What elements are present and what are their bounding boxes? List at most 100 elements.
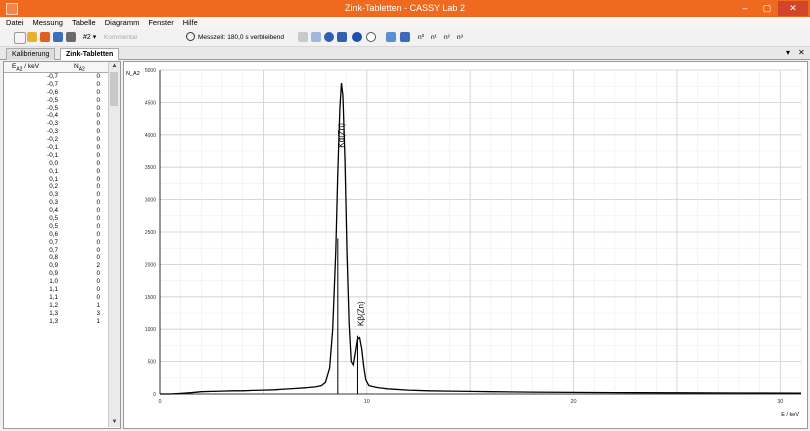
menu-hilfe[interactable]: Hilfe [182,18,198,27]
energy-cell[interactable]: 1,2 [49,301,58,309]
energy-cell[interactable]: 0,7 [49,246,58,254]
energy-cell[interactable]: 0,1 [49,175,58,183]
energy-cell[interactable]: 0,5 [49,215,58,223]
table-row[interactable]: -0,3 0 [4,128,108,136]
table-row[interactable]: 1,1 0 [4,294,108,302]
table-row[interactable]: 1,0 0 [4,278,108,286]
table-scrollbar[interactable]: ▲ ▼ [108,62,120,427]
tab-zink-tabletten[interactable]: Zink-Tabletten [60,48,120,60]
exp-n2-button[interactable]: n² [444,34,450,41]
comment-field[interactable]: Kommentar [104,34,138,41]
exp-n1-button[interactable]: n¹ [431,34,437,41]
exp-n0-button[interactable]: n⁰ [418,34,425,41]
table-row[interactable]: 0,6 0 [4,231,108,239]
energy-cell[interactable]: 1,0 [49,278,58,286]
energy-cell[interactable]: -0,7 [47,73,58,80]
count-cell[interactable]: 1 [96,317,100,325]
energy-cell[interactable]: -0,5 [47,96,58,104]
app-icon[interactable] [6,3,18,15]
energy-cell[interactable]: 0,1 [49,167,58,175]
count-cell[interactable]: 0 [96,293,100,301]
table-icon[interactable] [298,32,308,42]
table-row[interactable]: 0,8 0 [4,254,108,262]
scroll-up-icon[interactable]: ▲ [111,63,118,69]
energy-cell[interactable]: 0,8 [49,254,58,262]
table-row[interactable]: 0,2 0 [4,183,108,191]
table-row[interactable]: -0,1 0 [4,144,108,152]
count-cell[interactable]: 0 [96,246,100,254]
tab-kalibrierung[interactable]: Kalibrierung [6,48,56,60]
count-cell[interactable]: 0 [96,104,100,112]
energy-cell[interactable]: -0,3 [47,128,58,136]
energy-cell[interactable]: 1,1 [49,286,58,294]
chart-svg[interactable]: 0 500 1000 1500 2000 2500 3000 3500 4000 4500 5000… [124,62,807,428]
table-row[interactable]: 0,7 0 [4,247,108,255]
count-cell[interactable]: 3 [96,309,100,317]
spectrum-chart[interactable]: 0 500 1000 1500 2000 2500 3000 3500 4000 4500 5000… [123,61,808,429]
energy-cell[interactable]: 0,5 [49,222,58,230]
energy-cell[interactable]: 0,9 [49,262,58,270]
count-cell[interactable]: 0 [96,144,100,152]
count-cell[interactable]: 0 [96,151,100,159]
menu-tabelle[interactable]: Tabelle [71,18,96,27]
energy-cell[interactable]: -0,3 [47,120,58,128]
grid-icon[interactable] [311,32,321,42]
info-icon[interactable] [352,32,362,42]
table-row[interactable]: 0,5 0 [4,215,108,223]
table-row[interactable]: 0,1 0 [4,168,108,176]
settings-icon[interactable] [324,32,334,42]
close-tab-icon[interactable]: ✕ [798,48,805,57]
scroll-thumb[interactable] [110,72,118,106]
table-row[interactable]: 0,4 0 [4,207,108,215]
menu-diagramm[interactable]: Diagramm [104,18,140,27]
column-header-energy[interactable]: EA2 / keV [12,63,40,73]
table-row[interactable]: -0,5 0 [4,105,108,113]
energy-cell[interactable]: 1,3 [49,309,58,317]
energy-cell[interactable]: 0,0 [49,159,58,167]
count-cell[interactable]: 0 [96,199,100,207]
timer-icon[interactable] [186,32,195,41]
maximize-button[interactable]: ▢ [762,3,772,13]
count-cell[interactable]: 0 [96,167,100,175]
count-cell[interactable]: 0 [96,80,100,88]
energy-cell[interactable]: -0,2 [47,136,58,144]
table-row[interactable]: -0,5 0 [4,97,108,105]
energy-cell[interactable]: -0,1 [47,144,58,152]
energy-cell[interactable]: -0,6 [47,88,58,96]
table-row[interactable]: 0,5 0 [4,223,108,231]
count-cell[interactable]: 0 [96,215,100,223]
close-button[interactable]: ✕ [778,1,808,16]
count-cell[interactable]: 0 [96,230,100,238]
table-row[interactable]: 0,7 0 [4,239,108,247]
table-row[interactable]: 1,3 1 [4,318,108,326]
display-icon[interactable] [337,32,347,42]
energy-cell[interactable]: 1,3 [49,317,58,325]
spectrum-line[interactable] [160,82,802,395]
energy-cell[interactable]: 0,4 [49,207,58,215]
table-row[interactable]: 1,2 1 [4,302,108,310]
energy-cell[interactable]: 0,6 [49,230,58,238]
table-row[interactable]: 0,1 0 [4,176,108,184]
help-icon[interactable] [366,32,376,42]
count-cell[interactable]: 2 [96,262,100,270]
table-row[interactable]: 0,3 0 [4,199,108,207]
table-row[interactable]: -0,6 0 [4,89,108,97]
count-cell[interactable]: 0 [96,136,100,144]
count-cell[interactable]: 0 [96,120,100,128]
table-row[interactable]: 1,1 0 [4,286,108,294]
count-cell[interactable]: 0 [96,270,100,278]
paste-window-icon[interactable] [400,32,410,42]
table-row[interactable]: 0,9 0 [4,270,108,278]
count-cell[interactable]: 0 [96,175,100,183]
scroll-down-icon[interactable]: ▼ [111,419,118,425]
count-cell[interactable]: 0 [96,191,100,199]
table-row[interactable]: -0,1 0 [4,152,108,160]
energy-cell[interactable]: -0,4 [47,112,58,120]
table-row[interactable]: -0,7 0 [4,73,108,81]
count-cell[interactable]: 0 [96,96,100,104]
menu-datei[interactable]: Datei [6,18,24,27]
energy-cell[interactable]: 0,9 [49,270,58,278]
table-row[interactable]: -0,7 0 [4,81,108,89]
energy-cell[interactable]: -0,5 [47,104,58,112]
open-folder-icon[interactable] [27,32,37,42]
